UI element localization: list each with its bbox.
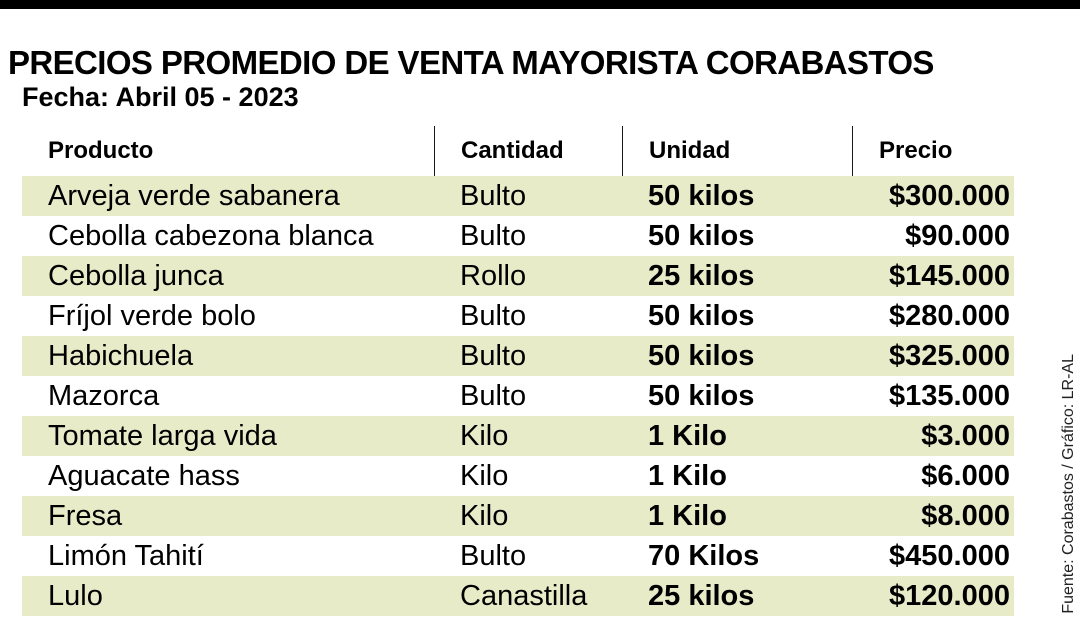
table-row: Mazorca Bulto 50 kilos $135.000 bbox=[22, 376, 1014, 416]
quantity-cell: Rollo bbox=[460, 259, 527, 292]
price-cell: $3.000 bbox=[921, 419, 1010, 452]
product-cell: Habichuela bbox=[48, 339, 194, 372]
product-cell: Cebolla cabezona blanca bbox=[48, 219, 374, 252]
date-label: Fecha: Abril 05 - 2023 bbox=[22, 82, 299, 112]
quantity-cell: Bulto bbox=[460, 219, 527, 252]
quantity-cell: Kilo bbox=[460, 499, 509, 532]
table-row: Aguacate hass Kilo 1 Kilo $6.000 bbox=[22, 456, 1014, 496]
table-row: Fresa Kilo 1 Kilo $8.000 bbox=[22, 496, 1014, 536]
price-cell: $300.000 bbox=[889, 179, 1010, 212]
product-cell: Fríjol verde bolo bbox=[48, 299, 256, 332]
price-cell: $450.000 bbox=[889, 539, 1010, 572]
unit-cell: 1 Kilo bbox=[648, 499, 727, 532]
price-cell: $145.000 bbox=[889, 259, 1010, 292]
unit-cell: 50 kilos bbox=[648, 379, 755, 412]
quantity-cell: Bulto bbox=[460, 339, 527, 372]
unit-cell: 50 kilos bbox=[648, 339, 755, 372]
product-cell: Limón Tahití bbox=[48, 539, 204, 572]
unit-cell: 70 Kilos bbox=[648, 539, 760, 572]
quantity-cell: Bulto bbox=[460, 179, 527, 212]
quantity-cell: Kilo bbox=[460, 459, 509, 492]
price-cell: $90.000 bbox=[905, 219, 1010, 252]
unit-cell: 25 kilos bbox=[648, 579, 755, 612]
table-row: Cebolla cabezona blanca Bulto 50 kilos $90.… bbox=[22, 216, 1014, 256]
page-title: PRECIOS PROMEDIO DE VENTA MAYORISTA CORA… bbox=[8, 44, 934, 82]
quantity-cell: Bulto bbox=[460, 379, 527, 412]
price-cell: $120.000 bbox=[889, 579, 1010, 612]
quantity-cell: Kilo bbox=[460, 419, 509, 452]
product-cell: Cebolla junca bbox=[48, 259, 224, 292]
header-unidad: Unidad bbox=[622, 126, 852, 176]
quantity-cell: Bulto bbox=[460, 299, 527, 332]
unit-cell: 50 kilos bbox=[648, 179, 755, 212]
quantity-cell: Canastilla bbox=[460, 579, 588, 612]
table-row: Lulo Canastilla 25 kilos $120.000 bbox=[22, 576, 1014, 616]
price-cell: $135.000 bbox=[889, 379, 1010, 412]
price-cell: $280.000 bbox=[889, 299, 1010, 332]
product-cell: Mazorca bbox=[48, 379, 160, 412]
table-row: Tomate larga vida Kilo 1 Kilo $3.000 bbox=[22, 416, 1014, 456]
table-row: Cebolla junca Rollo 25 kilos $145.000 bbox=[22, 256, 1014, 296]
source-caption: Fuente: Corabastos / Gráfico: LR-AL bbox=[1060, 354, 1077, 614]
table-row: Fríjol verde bolo Bulto 50 kilos $280.000 bbox=[22, 296, 1014, 336]
unit-cell: 50 kilos bbox=[648, 219, 755, 252]
price-cell: $6.000 bbox=[921, 459, 1010, 492]
product-cell: Fresa bbox=[48, 499, 123, 532]
price-cell: $325.000 bbox=[889, 339, 1010, 372]
product-cell: Tomate larga vida bbox=[48, 419, 277, 452]
product-cell: Arveja verde sabanera bbox=[48, 179, 340, 212]
table-row: Limón Tahití Bulto 70 Kilos $450.000 bbox=[22, 536, 1014, 576]
table-row: Habichuela Bulto 50 kilos $325.000 bbox=[22, 336, 1014, 376]
unit-cell: 50 kilos bbox=[648, 299, 755, 332]
product-cell: Lulo bbox=[48, 579, 103, 612]
quantity-cell: Bulto bbox=[460, 539, 527, 572]
top-rule bbox=[0, 0, 1080, 9]
price-table: Producto Cantidad Unidad Precio Arveja v… bbox=[22, 126, 1014, 616]
unit-cell: 25 kilos bbox=[648, 259, 755, 292]
price-cell: $8.000 bbox=[921, 499, 1010, 532]
product-cell: Aguacate hass bbox=[48, 459, 240, 492]
table-body: Arveja verde sabanera Bulto 50 kilos $300.0… bbox=[22, 176, 1014, 616]
header-precio: Precio bbox=[852, 126, 1014, 176]
unit-cell: 1 Kilo bbox=[648, 419, 727, 452]
header-producto: Producto bbox=[48, 137, 154, 164]
unit-cell: 1 Kilo bbox=[648, 459, 727, 492]
header-cantidad: Cantidad bbox=[434, 126, 622, 176]
table-header-row: Producto Cantidad Unidad Precio bbox=[22, 126, 1014, 176]
table-row: Arveja verde sabanera Bulto 50 kilos $300.0… bbox=[22, 176, 1014, 216]
